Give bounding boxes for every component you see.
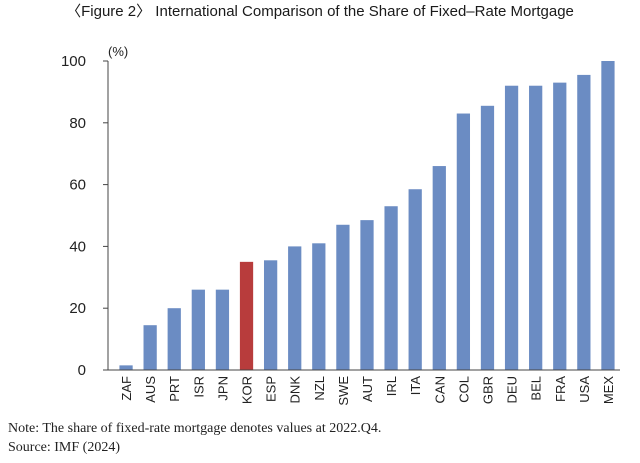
y-tick-label: 0 <box>78 362 86 379</box>
bar-bel <box>529 85 543 370</box>
x-tick-label: ISR <box>191 376 206 398</box>
bar-nzl <box>312 243 326 370</box>
x-tick-label: PRT <box>167 376 182 402</box>
bar-gbr <box>480 105 495 371</box>
y-axis-unit: (%) <box>108 44 128 59</box>
bar-prt <box>167 308 181 370</box>
x-tick-label: FRA <box>553 376 568 402</box>
bar-deu <box>504 85 519 370</box>
bar-usa <box>577 74 591 370</box>
x-tick-label: CAN <box>432 376 447 403</box>
bar-col <box>456 113 471 370</box>
bar-aus <box>143 325 157 370</box>
x-tick-label: ZAF <box>119 376 134 401</box>
x-axis-labels: ZAF AUS PRT ISR JPN KOR ESP DNK NZL SWE AUT IRL ITA C… <box>119 376 616 406</box>
y-axis: 0 20 40 60 80 100 <box>61 53 108 379</box>
bar-mex <box>601 61 615 370</box>
x-tick-label: AUS <box>143 376 158 403</box>
y-tick-label: 80 <box>69 115 86 132</box>
bar-can <box>432 166 446 370</box>
bar-fra <box>553 82 567 370</box>
bars-group <box>119 61 615 371</box>
x-tick-label: DEU <box>505 376 520 403</box>
x-tick-label: NZL <box>312 376 327 401</box>
bar-jpn <box>215 289 230 370</box>
bar-esp <box>263 260 278 370</box>
x-tick-label: ESP <box>264 376 279 402</box>
x-tick-label: KOR <box>240 376 255 404</box>
chart-source: Source: IMF (2024) <box>8 440 120 455</box>
bar-zaf <box>119 365 133 370</box>
x-tick-label: SWE <box>336 376 351 406</box>
x-tick-label: MEX <box>601 376 616 405</box>
y-tick-label: 40 <box>69 238 86 255</box>
bar-irl <box>384 206 398 370</box>
x-tick-label: IRL <box>384 376 399 396</box>
x-tick-label: GBR <box>480 376 495 404</box>
y-tick-label: 20 <box>69 300 86 317</box>
bar-dnk <box>288 246 302 370</box>
bar-kor <box>239 261 254 370</box>
chart-title: 〈Figure 2〉 International Comparison of t… <box>66 3 574 20</box>
y-tick-label: 60 <box>69 177 86 194</box>
bar-ita <box>408 189 422 370</box>
x-tick-label: USA <box>577 376 592 403</box>
bar-aut <box>360 220 374 370</box>
x-tick-label: BEL <box>529 376 544 401</box>
x-tick-label: DNK <box>288 376 303 404</box>
chart-note: Note: The share of fixed-rate mortgage d… <box>8 421 382 436</box>
bar-swe <box>336 224 350 370</box>
y-tick-label: 100 <box>61 53 86 70</box>
x-tick-label: JPN <box>215 376 230 401</box>
x-tick-label: ITA <box>408 376 423 396</box>
x-tick-label: AUT <box>360 376 375 402</box>
bar-isr <box>191 289 205 370</box>
x-tick-label: COL <box>456 376 471 403</box>
